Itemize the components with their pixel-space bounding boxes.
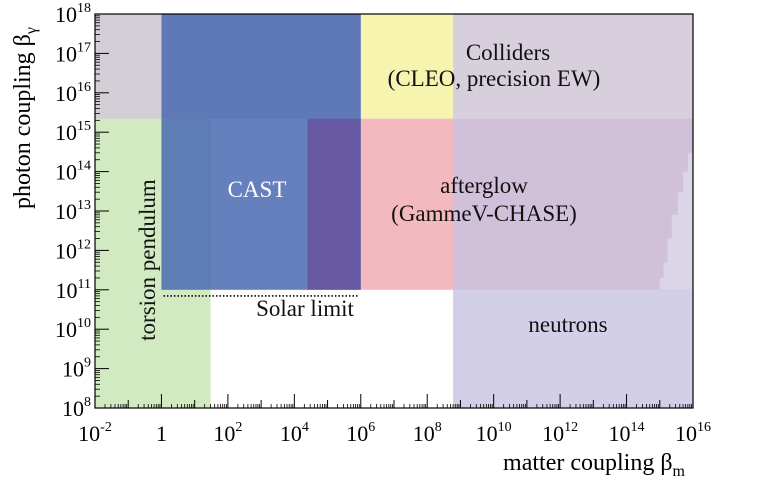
y-tick-label: 1011 [56, 277, 91, 303]
region-colliders-yellow [360, 14, 454, 119]
axis-titles-layer: matter coupling βm photon coupling βγ [10, 27, 686, 480]
x-tick-label: 102 [213, 420, 242, 446]
label-solar-limit: Solar limit [256, 296, 354, 321]
x-tick-label: 108 [413, 420, 442, 446]
y-tick-label: 1017 [55, 40, 91, 66]
region-cast-overlap [307, 118, 361, 290]
label-neutrons: neutrons [528, 312, 607, 337]
x-tick-label: 1016 [675, 420, 711, 446]
label-colliders-line1: Colliders [466, 40, 550, 65]
y-tick-label: 108 [62, 395, 91, 421]
y-axis-title: photon coupling βγ [10, 27, 40, 209]
y-tick-label: 1014 [55, 159, 91, 185]
region-neutrons [453, 118, 693, 408]
region-labels-layer: Colliders(CLEO, precision EW) CAST aftergl… [135, 40, 608, 341]
y-tick-label: 1016 [55, 80, 91, 106]
neutrons-bound-region [659, 136, 693, 290]
label-afterglow-line1: afterglow [440, 173, 528, 198]
boundary-layer [659, 136, 693, 290]
ticks-layer: 10-2 1 102 104 106 108 1010 1012 1014 1016 108 109 1… [55, 1, 711, 446]
y-tick-label: 109 [62, 356, 91, 382]
x-tick-label: 1010 [476, 420, 512, 446]
x-tick-label: 106 [346, 420, 375, 446]
x-tick-label: 1014 [609, 420, 645, 446]
y-tick-label: 1010 [55, 316, 91, 342]
y-tick-label: 1015 [55, 119, 91, 145]
x-tick-label: 1 [156, 421, 167, 446]
y-tick-label: 1018 [55, 1, 91, 27]
x-tick-label: 104 [280, 420, 309, 446]
y-tick-label: 1013 [55, 198, 91, 224]
x-axis-title: matter coupling βm [503, 450, 686, 480]
label-colliders-line2: (CLEO, precision EW) [388, 66, 601, 91]
regions-layer [95, 14, 693, 408]
label-torsion-pendulum: torsion pendulum [135, 179, 160, 341]
label-afterglow-line2: (GammeV-CHASE) [391, 201, 577, 226]
x-tick-label: 10-2 [78, 420, 112, 446]
x-tick-label: 1012 [542, 420, 578, 446]
y-tick-label: 1012 [55, 237, 91, 263]
label-cast: CAST [228, 177, 287, 202]
